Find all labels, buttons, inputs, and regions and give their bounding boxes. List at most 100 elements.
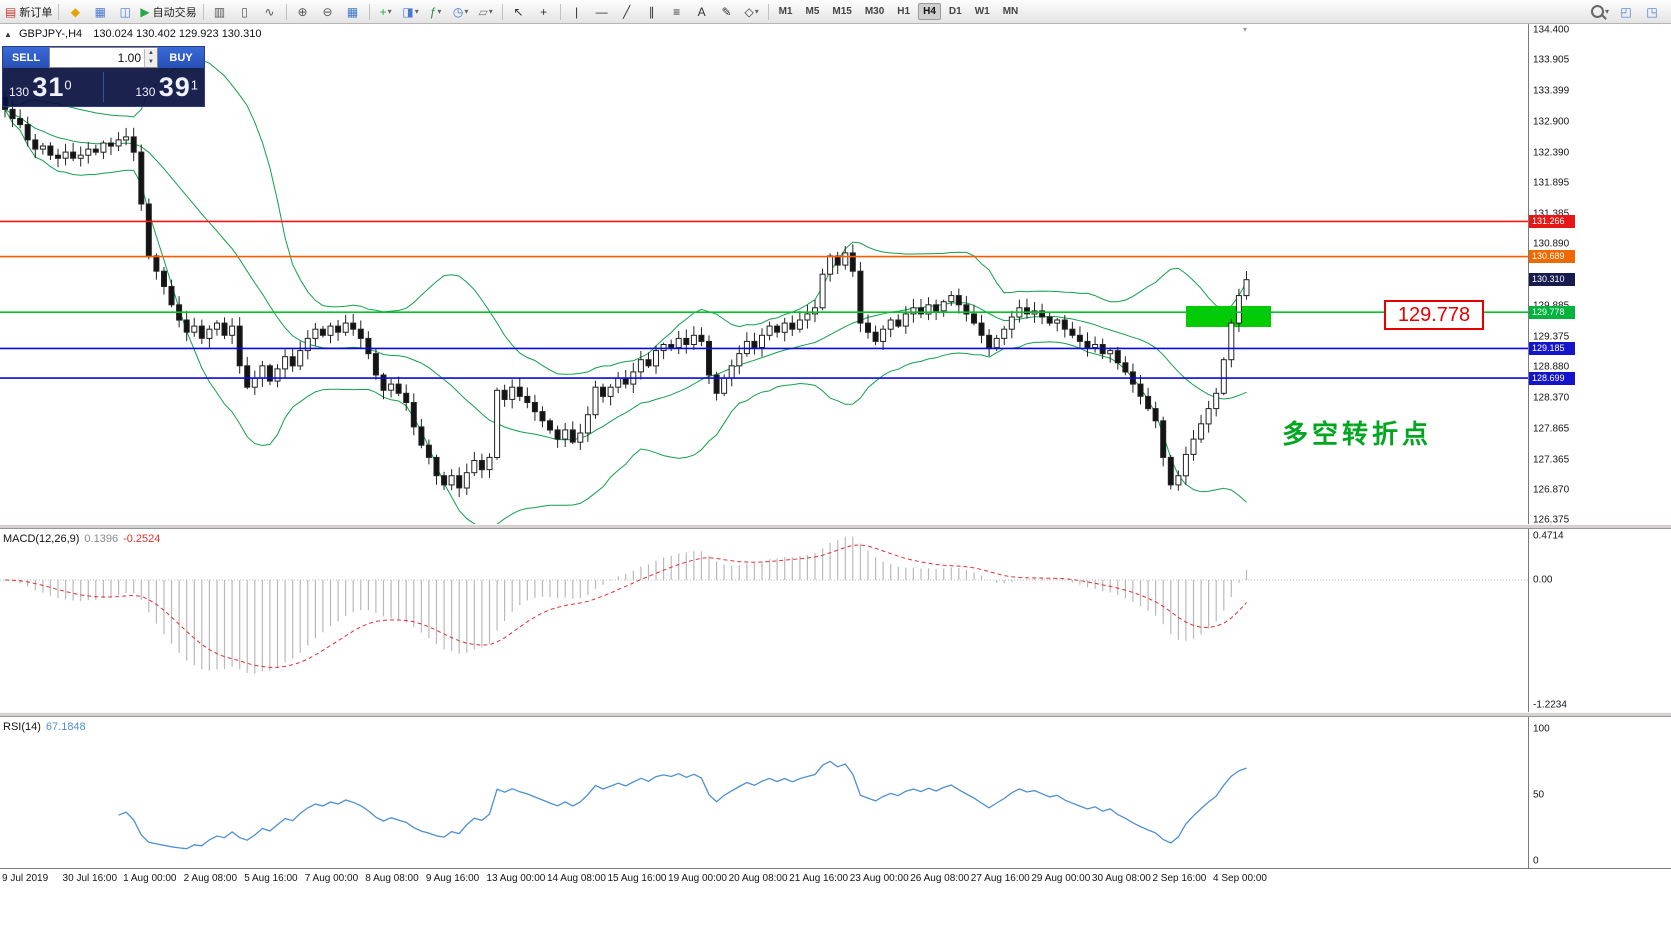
zoom-in-icon[interactable]: ⊕	[291, 2, 315, 22]
expand-arrow-icon[interactable]: ▲	[4, 30, 12, 39]
strategy-tester-icon[interactable]: ▦	[341, 2, 365, 22]
timeframe-h1[interactable]: H1	[897, 6, 911, 17]
fibonacci-tool-icon: ≡	[673, 4, 681, 19]
candle-body	[123, 136, 130, 141]
chevron-down-icon: ▾	[437, 7, 442, 16]
vertical-line-tool[interactable]: |	[565, 2, 589, 22]
profiles-button[interactable]: ◨ ▾	[399, 2, 423, 22]
chart-info-line: ▲ GBPJPY-,H4 130.024 130.402 129.923 130…	[4, 28, 261, 40]
price-marker-130.689: 130.689	[1529, 250, 1575, 264]
candle-body	[804, 313, 811, 321]
metaquotes-icon[interactable]: ◆	[63, 2, 87, 22]
candle-body	[448, 475, 455, 486]
candle-chart-icon[interactable]: ▯	[233, 2, 257, 22]
candle-body	[774, 325, 781, 333]
chart-shift-marker[interactable]: ▾	[1243, 25, 1248, 34]
zoom-out-icon[interactable]: ⊖	[316, 2, 340, 22]
text-tool[interactable]: A	[690, 2, 714, 22]
volume-value: 1.00	[117, 50, 141, 65]
candles	[2, 89, 1250, 497]
window-cascade-icon[interactable]: ◰	[1614, 2, 1638, 22]
price-divider	[103, 72, 104, 102]
sell-button[interactable]: SELL	[3, 47, 49, 68]
candle-body	[1228, 322, 1235, 361]
candle-body	[948, 295, 955, 303]
panel-splitter[interactable]	[0, 524, 1671, 529]
price-axis-label: 132.900	[1533, 116, 1570, 128]
rsi-panel[interactable]	[0, 717, 1528, 868]
candle-body	[509, 386, 516, 400]
fibonacci-tool[interactable]: ≡	[665, 2, 689, 22]
candle-body	[1213, 392, 1220, 410]
price-chart[interactable]	[0, 24, 1528, 524]
price-axis-label: 126.870	[1533, 484, 1570, 496]
candle-body	[1205, 408, 1212, 425]
candle-body	[62, 151, 69, 159]
candle-body	[660, 344, 667, 352]
volume-field[interactable]: 1.00 ▲ ▼	[49, 47, 158, 68]
candle-body	[145, 203, 152, 257]
macd-histogram	[12, 536, 1248, 674]
one-click-trading-panel: SELL 1.00 ▲ ▼ BUY 130 310 130 391	[2, 46, 205, 107]
sell-price-point: 0	[64, 77, 72, 93]
candle-body	[910, 307, 917, 315]
search-icon	[1590, 5, 1604, 18]
time-axis-label: 7 Aug 00:00	[304, 873, 359, 884]
search-button[interactable]: ▾	[1588, 2, 1612, 22]
candle-body	[1220, 359, 1227, 394]
timeframe-m5[interactable]: M5	[805, 6, 820, 17]
window-tile-icon[interactable]: ◳	[1640, 2, 1664, 22]
templates-button[interactable]: ▱ ▾	[474, 2, 498, 22]
candle-body	[433, 456, 440, 477]
candle-body	[584, 414, 591, 434]
candle-body	[887, 319, 894, 330]
rsi-label: RSI(14) 67.1848	[3, 721, 91, 733]
trendline-tool[interactable]: ╱	[615, 2, 639, 22]
timeframe-m15[interactable]: M15	[832, 6, 852, 17]
volume-down-button[interactable]: ▼	[145, 57, 157, 67]
timeframe-m1[interactable]: M1	[778, 6, 793, 17]
sell-price-display[interactable]: 130 310	[3, 72, 103, 103]
timeframe-mn[interactable]: MN	[1002, 6, 1019, 17]
buy-price-display[interactable]: 130 391	[104, 72, 204, 103]
candle-body	[388, 383, 395, 391]
timeframe-w1[interactable]: W1	[974, 6, 990, 17]
charts-grid-icon[interactable]: ▦	[88, 2, 112, 22]
market-watch-icon[interactable]: ◫	[113, 2, 137, 22]
timeframe-m30[interactable]: M30	[864, 6, 885, 17]
bar-chart-icon[interactable]: ▥	[208, 2, 232, 22]
candle-body	[206, 328, 213, 339]
time-axis-label: 21 Aug 16:00	[789, 873, 849, 884]
line-chart-icon[interactable]: ∿	[258, 2, 282, 22]
new-order-button[interactable]: ▤ 新订单	[3, 2, 54, 22]
candle-body	[577, 432, 584, 443]
horizontal-line-tool[interactable]: —	[590, 2, 614, 22]
candle-body	[781, 322, 788, 333]
shapes-tool[interactable]: ◇ ▾	[740, 2, 764, 22]
zoom-out-icon: ⊖	[322, 4, 333, 19]
volume-up-button[interactable]: ▲	[145, 48, 157, 58]
sell-price-prefix: 130	[9, 84, 33, 99]
candle-body	[569, 429, 576, 443]
profiles-button-icon: ◨	[402, 4, 414, 19]
candle-body	[721, 377, 728, 394]
autotrading-button[interactable]: ▶ 自动交易	[138, 2, 198, 22]
buy-button[interactable]: BUY	[158, 47, 204, 68]
vertical-line-tool-icon: |	[575, 4, 579, 19]
macd-panel[interactable]	[0, 529, 1528, 712]
new-chart-button[interactable]: + ▾	[374, 2, 398, 22]
highlight-rectangle	[1186, 306, 1271, 327]
crosshair-tool[interactable]: +	[532, 2, 556, 22]
candle-body	[32, 139, 39, 150]
channel-tool[interactable]: ∥	[640, 2, 664, 22]
candle-body	[1076, 334, 1083, 342]
chevron-down-icon: ▾	[488, 7, 493, 16]
panel-splitter[interactable]	[0, 712, 1671, 717]
period-button[interactable]: ◷ ▾	[449, 2, 473, 22]
candle-body	[842, 252, 849, 266]
label-tool[interactable]: ✎	[715, 2, 739, 22]
cursor-tool[interactable]: ↖	[507, 2, 531, 22]
timeframe-h4[interactable]: H4	[918, 3, 941, 20]
timeframe-d1[interactable]: D1	[948, 6, 962, 17]
indicators-button[interactable]: ƒ ▾	[424, 2, 448, 22]
